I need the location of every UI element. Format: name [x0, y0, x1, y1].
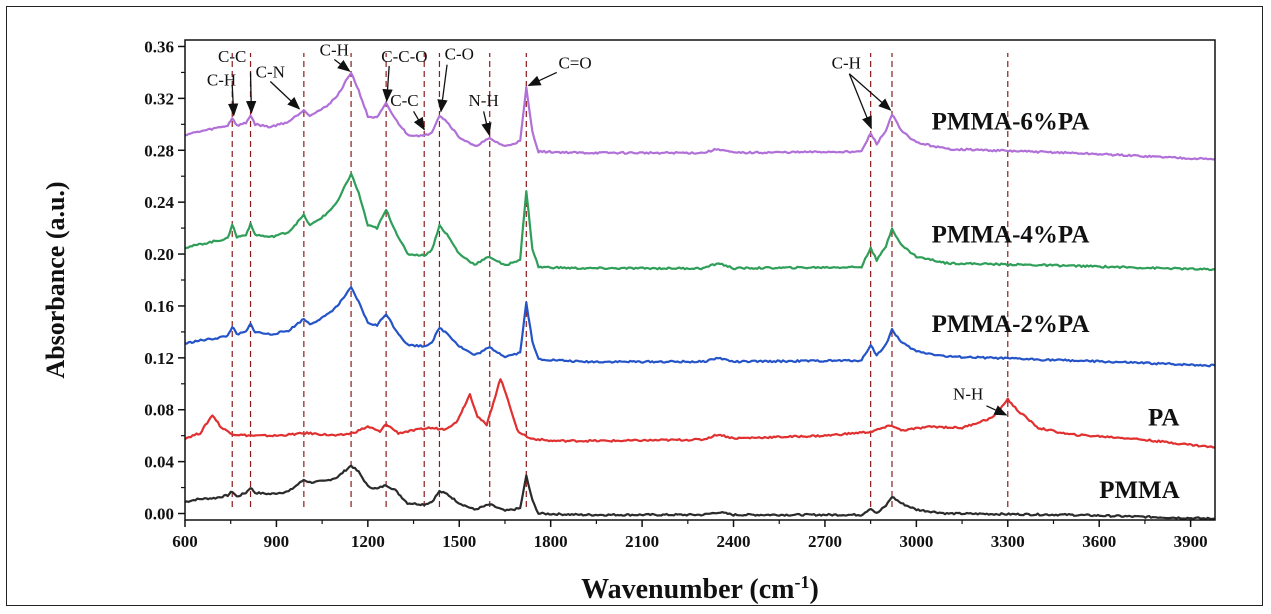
y-tick-label: 0.28: [144, 141, 174, 160]
y-tick-label: 0.36: [144, 37, 174, 56]
y-tick-label: 0.24: [144, 193, 174, 212]
x-tick-label: 600: [172, 532, 198, 551]
x-axis: 600 900 1200 1500 1800 2100 2400 2700 3000 3300 36…: [172, 520, 1208, 551]
peak-annotation: C-C: [390, 91, 418, 110]
peak-annotation: C-O: [445, 44, 474, 63]
annotation-arrow: [269, 81, 301, 110]
annotation-arrow: [437, 64, 448, 113]
x-tick-label: 3000: [899, 532, 933, 551]
series-line: [184, 464, 1215, 521]
y-axis: 0.00 0.04 0.08 0.12 0.16 0.20 0.24 0.28 0.32 0.36: [144, 37, 185, 524]
x-axis-title: Wavenumber (cm-1): [581, 572, 819, 605]
x-tick-label: 2400: [717, 532, 751, 551]
annotation-arrow: [848, 73, 872, 130]
peak-annotation: C-H: [832, 54, 861, 73]
annotation-arrow: [481, 111, 492, 136]
y-axis-title: Absorbance (a.u.): [41, 181, 70, 378]
series-label: PMMA: [1099, 477, 1180, 504]
series-label: PMMA-2%PA: [932, 311, 1090, 338]
peak-annotation: C-C: [218, 47, 246, 66]
annotation-arrow: [382, 65, 393, 103]
annotation-arrow: [333, 58, 351, 72]
series-label: PMMA-4%PA: [932, 221, 1090, 248]
y-tick-label: 0.20: [144, 245, 174, 264]
y-tick-label: 0.32: [144, 89, 174, 108]
y-tick-label: 0.12: [144, 349, 174, 368]
x-tick-label: 2100: [625, 532, 659, 551]
x-tick-label: 900: [264, 532, 290, 551]
peak-annotation: C=O: [558, 54, 591, 73]
annotation-arrow: [245, 72, 257, 114]
peak-annotation: C-N: [256, 63, 285, 82]
series-labels: PMMA-6%PA PMMA-4%PA PMMA-2%PA PA PMMA: [932, 109, 1180, 504]
y-tick-label: 0.08: [144, 401, 174, 420]
y-tick-label: 0.00: [144, 505, 174, 524]
peak-annotation: N-H: [953, 384, 983, 403]
x-tick-label: 1800: [534, 532, 568, 551]
annotation-arrow: [986, 405, 1008, 416]
peak-annotation: C-H: [207, 70, 236, 89]
y-tick-label: 0.04: [144, 453, 174, 472]
series-line: [184, 172, 1216, 272]
peak-annotation: C-C-O: [381, 47, 427, 66]
series-line: [184, 71, 1215, 161]
x-tick-label: 2700: [808, 532, 842, 551]
annotation-arrow: [227, 85, 239, 117]
y-tick-label: 0.16: [144, 297, 174, 316]
series-label: PA: [1148, 404, 1179, 431]
series-layer: [184, 71, 1216, 521]
x-tick-label: 3900: [1174, 532, 1208, 551]
annotation-arrow: [848, 73, 892, 111]
x-tick-label: 1500: [442, 532, 476, 551]
x-tick-label: 1200: [351, 532, 385, 551]
series-line: [184, 286, 1216, 368]
figure-frame: [6, 6, 1263, 606]
peak-annotation: N-H: [469, 91, 499, 110]
series-line: [184, 378, 1216, 449]
annotation-arrow: [527, 71, 558, 86]
annotation-arrow: [412, 111, 425, 131]
x-tick-label: 3600: [1082, 532, 1116, 551]
annotations: C-C C-H C-N C-H C-C-O C-C C-O N-H C=O C-H N-H: [207, 41, 1008, 416]
peak-annotation: C-H: [320, 41, 349, 60]
dashed-reference-lines: [231, 52, 1009, 508]
series-label: PMMA-6%PA: [932, 109, 1090, 136]
x-tick-label: 3300: [991, 532, 1025, 551]
